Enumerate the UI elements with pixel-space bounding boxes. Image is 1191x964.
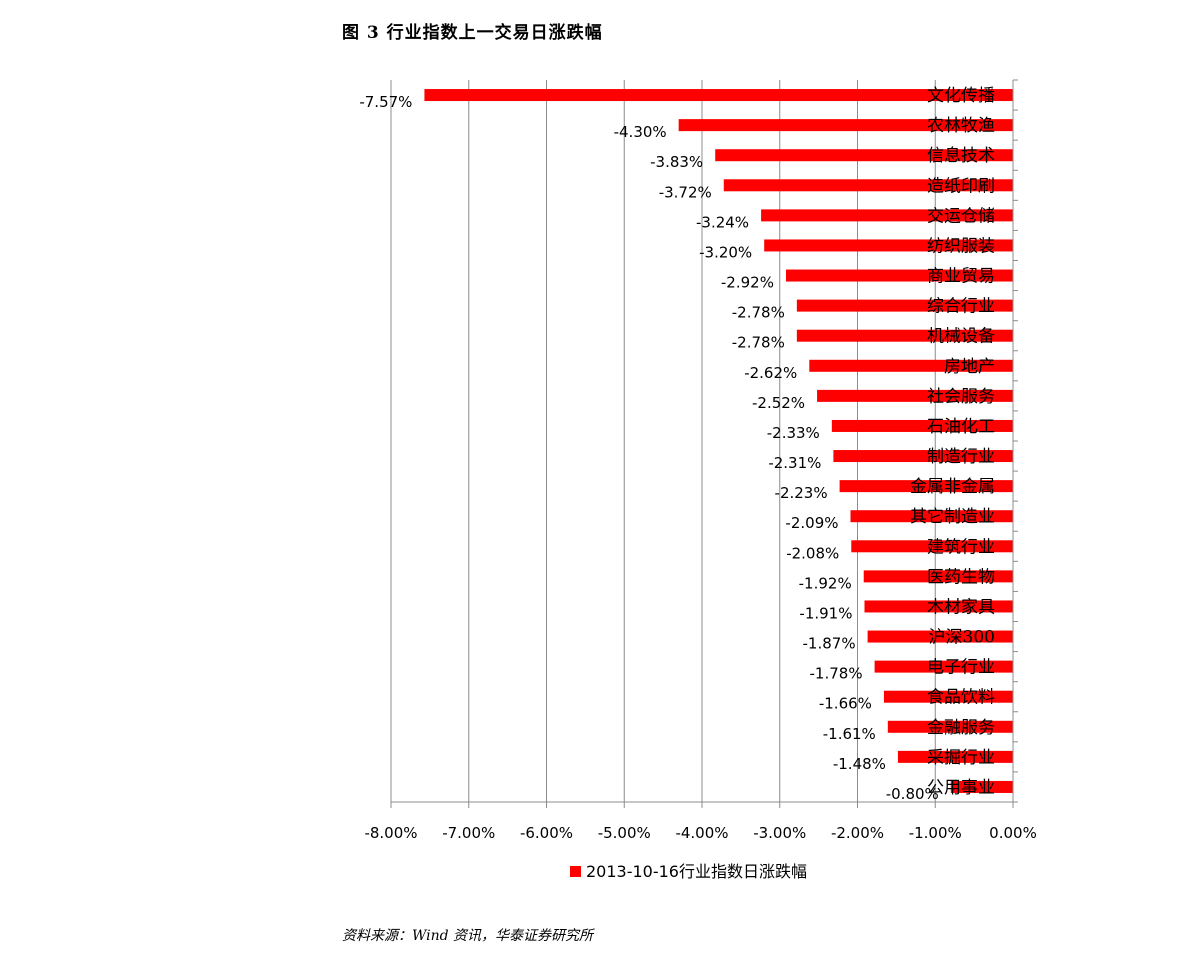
value-label: -4.30% [614, 123, 667, 141]
category-label: 造纸印刷 [927, 176, 995, 196]
bar [678, 119, 1013, 132]
axes [390, 79, 1018, 808]
category-label: 综合行业 [927, 297, 995, 317]
bar [785, 269, 1013, 282]
value-label: -1.87% [803, 635, 856, 653]
bar [887, 720, 1013, 733]
bars [424, 89, 1013, 793]
value-label: -2.62% [744, 364, 797, 382]
category-labels: 文化传播农林牧渔信息技术造纸印刷交运仓储纺织服装商业贸易综合行业机械设备房地产社… [910, 86, 995, 798]
x-tick-label: -7.00% [442, 824, 495, 842]
bar [863, 570, 1013, 583]
category-label: 交运仓储 [927, 206, 995, 226]
category-label: 金属非金属 [910, 477, 995, 497]
bar [809, 359, 1013, 372]
x-tick-label: -3.00% [753, 824, 806, 842]
bar [897, 750, 1013, 763]
legend-swatch [570, 866, 581, 877]
category-label: 纺织服装 [927, 236, 995, 256]
bar [883, 690, 1013, 703]
value-label: -2.08% [786, 544, 839, 562]
value-label: -3.83% [650, 153, 703, 171]
category-label: 石油化工 [927, 417, 995, 437]
bar [874, 660, 1013, 673]
bar [796, 329, 1013, 342]
category-label: 商业贸易 [927, 267, 995, 287]
category-label: 农林牧渔 [927, 116, 995, 136]
x-tick-label: -8.00% [364, 824, 417, 842]
category-label: 文化传播 [927, 86, 995, 106]
category-label: 机械设备 [927, 327, 995, 347]
x-tick-label: -2.00% [831, 824, 884, 842]
value-label: -2.52% [752, 394, 805, 412]
bar [817, 389, 1013, 402]
bar [850, 510, 1013, 523]
x-tick-label: -5.00% [598, 824, 651, 842]
bar [796, 299, 1013, 312]
category-label: 食品饮料 [927, 688, 995, 708]
x-tick-label: -1.00% [909, 824, 962, 842]
value-label: -1.66% [819, 695, 872, 713]
value-label: -7.57% [359, 93, 412, 111]
legend: 2013-10-16行业指数日涨跌幅 [570, 862, 807, 881]
value-label: -2.78% [732, 334, 785, 352]
value-label: -1.48% [833, 755, 886, 773]
category-label: 公用事业 [927, 778, 995, 798]
x-tick-label: -6.00% [520, 824, 573, 842]
value-label: -2.23% [775, 484, 828, 502]
value-label: -2.78% [732, 304, 785, 322]
x-tick-label: -4.00% [675, 824, 728, 842]
bar [839, 480, 1013, 493]
bar [851, 540, 1013, 553]
gridlines [390, 80, 936, 802]
bar [764, 239, 1013, 252]
value-label: -1.92% [799, 574, 852, 592]
x-tick-label: 0.00% [989, 824, 1037, 842]
value-label: -2.33% [767, 424, 820, 442]
bar [833, 450, 1013, 463]
value-label: -2.92% [721, 274, 774, 292]
category-label: 社会服务 [927, 387, 995, 407]
category-label: 木材家具 [927, 597, 995, 617]
value-label: -1.91% [799, 604, 852, 622]
category-label: 金融服务 [927, 718, 995, 738]
bar [723, 179, 1013, 192]
bar [950, 780, 1013, 793]
value-label: -0.80% [886, 785, 939, 803]
value-label: -3.72% [659, 183, 712, 201]
category-label: 采掘行业 [927, 748, 995, 768]
bar [761, 209, 1013, 222]
value-label: -2.31% [768, 454, 821, 472]
value-label: -3.20% [699, 243, 752, 261]
x-tick-labels: -8.00% -7.00% -6.00% -5.00% -4.00% -3.00% -2.0… [364, 824, 1036, 842]
value-label: -3.24% [696, 213, 749, 231]
value-labels: -7.57% -4.30% -3.83% -3.72% -3.24% -3.20% -2.9… [359, 93, 938, 803]
category-label: 房地产 [944, 357, 995, 377]
legend-label: 2013-10-16行业指数日涨跌幅 [586, 862, 807, 881]
category-label: 制造行业 [927, 447, 995, 467]
bar [831, 419, 1013, 432]
bar [864, 600, 1013, 613]
category-label: 沪深300 [929, 628, 995, 648]
category-label: 医药生物 [927, 567, 995, 587]
category-label: 建筑行业 [927, 537, 995, 557]
category-label: 电子行业 [927, 658, 995, 678]
category-label: 信息技术 [927, 146, 995, 166]
bar [424, 89, 1013, 102]
source-note: 资料来源：Wind 资讯，华泰证券研究所 [342, 928, 594, 944]
bar [715, 149, 1013, 162]
category-label: 其它制造业 [910, 507, 995, 527]
bar [867, 630, 1013, 643]
figure-title: 图 3 行业指数上一交易日涨跌幅 [342, 23, 603, 43]
value-label: -2.09% [785, 514, 838, 532]
value-label: -1.61% [823, 725, 876, 743]
value-label: -1.78% [810, 665, 863, 683]
